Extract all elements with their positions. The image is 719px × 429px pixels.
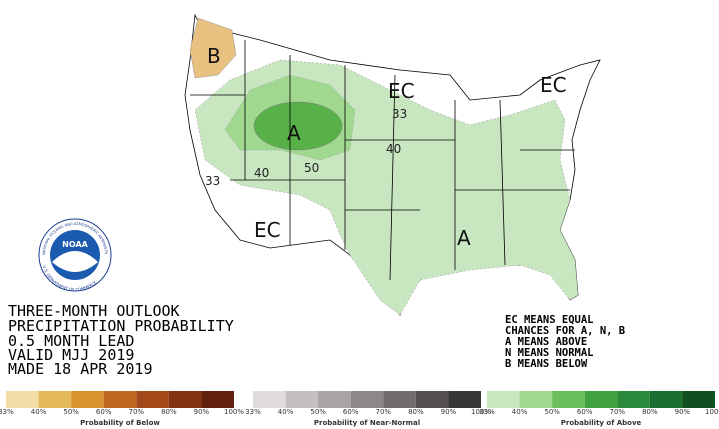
bar-title: Probability of Near-Normal	[314, 419, 420, 427]
title-block: THREE-MONTH OUTLOOK PRECIPITATION PROBAB…	[8, 302, 234, 378]
color-swatch	[448, 391, 481, 408]
bar-tick-label: 90%	[675, 408, 691, 416]
bar-tick-label: 33%	[245, 408, 261, 416]
color-swatch	[649, 391, 683, 408]
bar-tick-label: 33%	[479, 408, 495, 416]
color-swatch	[201, 391, 234, 408]
color-swatch	[487, 391, 520, 408]
title-line: 0.5 MONTH LEAD	[8, 332, 134, 350]
bar-tick-label: 50%	[544, 408, 560, 416]
contour-label: 50	[304, 161, 319, 175]
contour-label: 40	[386, 142, 401, 156]
legend-note: A MEANS ABOVE	[505, 336, 587, 348]
bar-tick-label: 90%	[194, 408, 210, 416]
bar-tick-label: 100%	[471, 408, 491, 416]
bar-tick-label: 100%	[224, 408, 244, 416]
color-swatch	[318, 391, 351, 408]
bar-tick-label: 80%	[408, 408, 424, 416]
bar-tick-label: 70%	[129, 408, 145, 416]
color-swatch	[584, 391, 618, 408]
bar-tick-label: 40%	[512, 408, 528, 416]
color-swatch	[103, 391, 137, 408]
color-swatch	[383, 391, 416, 408]
above-50	[253, 101, 343, 151]
bar-tick-label: 80%	[161, 408, 177, 416]
region-label: B	[207, 44, 221, 68]
noaa-logo: NOAA NATIONAL OCEANIC AND ATMOSPHERIC AD…	[0, 0, 112, 292]
legend-note: CHANCES FOR A, N, B	[505, 325, 625, 337]
color-swatch	[617, 391, 650, 408]
title-line: THREE-MONTH OUTLOOK	[8, 302, 180, 320]
color-swatch	[71, 391, 104, 408]
color-bars: 33% 40% 50% 60% 70% 80% 90% 100% Probability of …	[0, 391, 719, 427]
color-swatch	[415, 391, 449, 408]
title-line: MADE 18 APR 2019	[8, 360, 153, 378]
bar-tick-label: 70%	[610, 408, 626, 416]
color-swatch	[168, 391, 202, 408]
bar-title: Probability of Above	[561, 419, 642, 427]
bar-tick-label: 100%	[705, 408, 719, 416]
legend-note: B MEANS BELOW	[505, 358, 588, 370]
region-label: A	[287, 121, 301, 145]
bar-title: Probability of Below	[80, 419, 160, 427]
region-label: A	[457, 226, 471, 250]
logo-name: NOAA	[62, 240, 88, 249]
title-line: PRECIPITATION PROBABILITY	[8, 317, 234, 335]
contour-label: 33	[392, 107, 407, 121]
region-label: EC	[254, 218, 281, 242]
color-swatch	[136, 391, 169, 408]
state-lines	[190, 40, 575, 281]
bar-tick-label: 33%	[0, 408, 14, 416]
map: B EC EC A EC A 33 40 40 50 33	[184, 13, 601, 316]
logo-ring: NATIONAL OCEANIC AND ATMOSPHERIC ADMINIS…	[0, 0, 108, 255]
bar-tick-label: 50%	[310, 408, 326, 416]
bar-tick-label: 60%	[96, 408, 112, 416]
bar-tick-label: 90%	[441, 408, 457, 416]
legend-note: N MEANS NORMAL	[505, 347, 594, 359]
color-swatch	[552, 391, 585, 408]
legend-notes: EC MEANS EQUAL CHANCES FOR A, N, B A MEA…	[505, 314, 625, 370]
color-swatch	[682, 391, 715, 408]
contour-label: 40	[254, 166, 269, 180]
below-33	[189, 17, 237, 79]
color-swatch	[519, 391, 553, 408]
bar-tick-label: 50%	[63, 408, 79, 416]
region-label: EC	[540, 73, 567, 97]
contour-label: 33	[205, 174, 220, 188]
region-label: EC	[388, 79, 415, 103]
bar-tick-label: 80%	[642, 408, 658, 416]
color-swatch	[253, 391, 286, 408]
title-line: VALID MJJ 2019	[8, 346, 134, 364]
bar-tick-label: 60%	[343, 408, 359, 416]
color-swatch	[350, 391, 384, 408]
bar-tick-label: 40%	[31, 408, 47, 416]
color-swatch	[38, 391, 72, 408]
legend-note: EC MEANS EQUAL	[505, 314, 594, 326]
color-swatch	[285, 391, 319, 408]
bar-tick-label: 70%	[376, 408, 392, 416]
color-swatch	[6, 391, 39, 408]
bar-tick-label: 40%	[278, 408, 294, 416]
bar-tick-label: 60%	[577, 408, 593, 416]
